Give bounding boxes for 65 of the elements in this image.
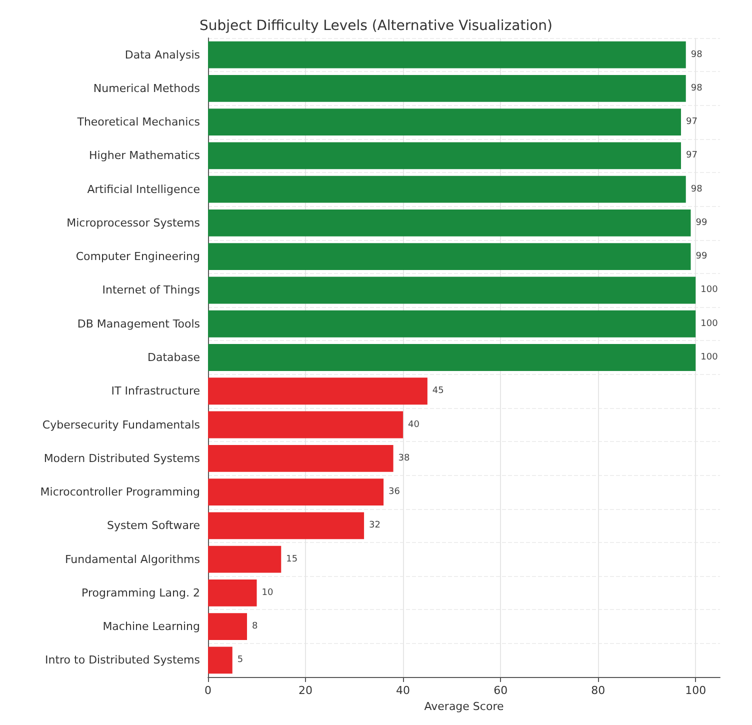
bar [208, 243, 691, 270]
y-tick-label: Theoretical Mechanics [76, 116, 200, 129]
data-label: 97 [686, 150, 698, 161]
y-tick-label: Database [148, 351, 200, 364]
bar [208, 210, 691, 236]
data-label: 100 [700, 318, 718, 329]
data-label: 36 [388, 487, 400, 498]
x-axis-title: Average Score [424, 700, 504, 713]
bar [208, 108, 681, 136]
bar [208, 74, 686, 102]
data-label: 45 [432, 386, 444, 396]
data-label: 98 [690, 184, 703, 194]
data-label: 98 [690, 83, 703, 94]
x-tick-label: 40 [396, 684, 410, 697]
data-label: 5 [237, 655, 244, 666]
data-label: 15 [286, 554, 298, 564]
data-label: 38 [398, 453, 410, 464]
y-tick-label: Numerical Methods [93, 82, 200, 95]
data-label: 100 [700, 285, 718, 296]
bar [208, 444, 394, 472]
data-label: 32 [369, 520, 380, 531]
y-tick-label: Programming Lang. 2 [82, 586, 200, 600]
data-label: 97 [686, 117, 698, 128]
bar [208, 276, 696, 304]
y-tick-label: Data Analysis [124, 48, 200, 62]
x-tick-label: 80 [591, 684, 606, 697]
y-tick-label: System Software [106, 519, 200, 532]
bar [208, 613, 248, 640]
bar [208, 310, 696, 338]
x-tick-label: 100 [685, 684, 706, 697]
x-tick-label: 0 [204, 684, 212, 697]
y-tick-label: Fundamental Algorithms [64, 552, 200, 566]
data-label: 40 [408, 420, 420, 430]
bar [208, 142, 681, 170]
y-tick-label: Intro to Distributed Systems [45, 654, 200, 667]
y-tick-label: Modern Distributed Systems [44, 452, 200, 465]
y-tick-label: Higher Mathematics [89, 149, 200, 162]
bar [208, 344, 696, 371]
data-label: 8 [252, 622, 258, 632]
x-tick-label: 20 [298, 684, 313, 697]
y-tick-label: IT Infrastructure [111, 384, 200, 398]
y-tick-label: DB Management Tools [77, 317, 200, 330]
data-label: 100 [700, 352, 718, 362]
bar [208, 546, 282, 573]
bar [208, 378, 428, 405]
y-tick-label: Cybersecurity Fundamentals [42, 418, 200, 432]
bar [208, 41, 686, 68]
bar [208, 579, 257, 606]
bar [208, 411, 404, 438]
y-tick-label: Internet of Things [102, 284, 200, 297]
data-label: 99 [696, 252, 708, 262]
x-tick-label: 60 [494, 684, 508, 697]
bar [208, 176, 686, 203]
bar [208, 478, 384, 506]
chart-title: Subject Difficulty Levels (Alternative Visualization) [200, 18, 552, 34]
y-tick-label: Machine Learning [102, 620, 200, 634]
data-label: 10 [262, 588, 274, 598]
data-label: 98 [690, 50, 703, 60]
y-tick-label: Computer Engineering [76, 250, 200, 264]
bar [208, 646, 232, 674]
y-tick-label: Microprocessor Systems [66, 216, 200, 230]
bar [208, 512, 364, 540]
y-tick-label: Artificial Intelligence [87, 182, 200, 196]
y-tick-label: Microcontroller Programming [40, 486, 200, 499]
data-label: 99 [696, 218, 708, 228]
